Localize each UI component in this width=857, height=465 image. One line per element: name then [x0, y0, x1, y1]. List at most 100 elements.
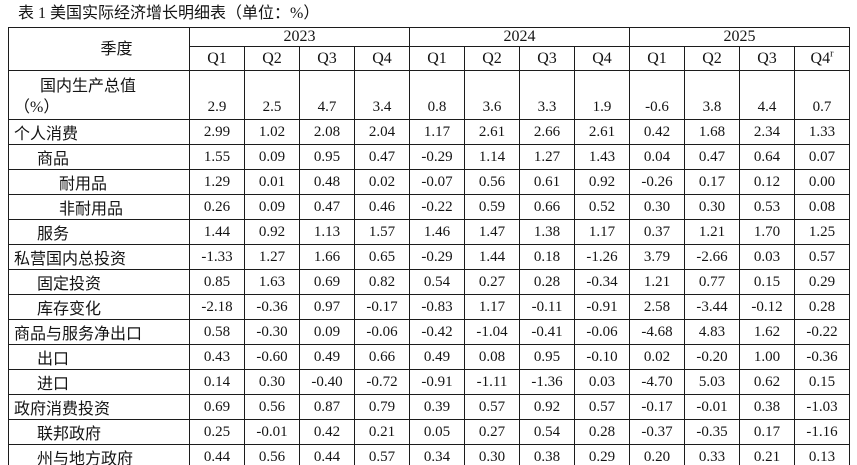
quarter-header: Q1: [409, 46, 465, 71]
value-cell: 0.77: [684, 269, 740, 295]
value-cell: 1.25: [794, 219, 850, 245]
value-cell: 1.27: [519, 144, 575, 170]
row-label: 政府消费投资: [8, 394, 190, 420]
value-cell: 2.04: [354, 119, 410, 145]
value-cell: 1.14: [464, 144, 520, 170]
quarter-header: Q3: [519, 46, 575, 71]
value-cell: 0.62: [739, 369, 795, 395]
value-cell: 0.18: [519, 244, 575, 270]
value-cell: -4.68: [629, 319, 685, 345]
value-cell: -0.11: [519, 294, 575, 320]
value-cell: 0.17: [684, 169, 740, 195]
value-cell: 1.46: [409, 219, 465, 245]
value-cell: 3.6: [464, 70, 520, 120]
value-cell: 0.37: [629, 219, 685, 245]
value-cell: 1.00: [739, 344, 795, 370]
value-cell: 0.02: [354, 169, 410, 195]
value-cell: -0.60: [244, 344, 300, 370]
value-cell: 1.62: [739, 319, 795, 345]
table-row: 国内生产总值 （%） 2.9 2.5 4.7 3.4 0.8 3.6 3.3 1.9 -0.6 3.8…: [8, 70, 850, 120]
value-cell: -0.12: [739, 294, 795, 320]
value-cell: 0.42: [299, 419, 355, 445]
row-label: 进口: [8, 369, 190, 395]
value-cell: 0.42: [629, 119, 685, 145]
value-cell: 1.55: [189, 144, 245, 170]
value-cell: 3.4: [354, 70, 410, 120]
value-cell: 1.57: [354, 219, 410, 245]
value-cell: 4.4: [739, 70, 795, 120]
value-cell: 0.05: [409, 419, 465, 445]
value-cell: -0.35: [684, 419, 740, 445]
value-cell: -0.10: [574, 344, 630, 370]
value-cell: 0.54: [409, 269, 465, 295]
row-label: 联邦政府: [8, 419, 190, 445]
value-cell: 1.63: [244, 269, 300, 295]
value-cell: 0.09: [244, 144, 300, 170]
row-label: 个人消费: [8, 119, 190, 145]
value-cell: 0.57: [794, 244, 850, 270]
quarter-header: Q1: [629, 46, 685, 71]
table-row: 州与地方政府 0.44 0.56 0.44 0.57 0.34 0.30 0.38 0.29 0.…: [8, 444, 850, 465]
value-cell: 0.49: [299, 344, 355, 370]
value-cell: 0.43: [189, 344, 245, 370]
value-cell: 0.03: [574, 369, 630, 395]
value-cell: 2.66: [519, 119, 575, 145]
value-cell: 0.66: [354, 344, 410, 370]
row-label-line: 国内生产总值: [40, 78, 137, 95]
value-cell: 0.69: [189, 394, 245, 420]
value-cell: 1.17: [574, 219, 630, 245]
value-cell: 1.17: [409, 119, 465, 145]
value-cell: 0.38: [519, 444, 575, 465]
value-cell: 0.01: [244, 169, 300, 195]
table-row: 非耐用品 0.26 0.09 0.47 0.46 -0.22 0.59 0.66 0.52 0.3…: [8, 194, 850, 220]
value-cell: -0.40: [299, 369, 355, 395]
table-row: 库存变化 -2.18 -0.36 0.97 -0.17 -0.83 1.17 -0.11 -0.…: [8, 294, 850, 320]
value-cell: -0.41: [519, 319, 575, 345]
row-label: 服务: [8, 219, 190, 245]
quarter-header: Q2: [244, 46, 300, 71]
table-row: 联邦政府 0.25 -0.01 0.42 0.21 0.05 0.27 0.54 0.28 -0.…: [8, 419, 850, 445]
table-row: 商品 1.55 0.09 0.95 0.47 -0.29 1.14 1.27 1.43 0.04 0…: [8, 144, 850, 170]
value-cell: -1.16: [794, 419, 850, 445]
value-cell: -0.22: [409, 194, 465, 220]
value-cell: 0.27: [464, 269, 520, 295]
value-cell: 0.52: [574, 194, 630, 220]
row-label: 国内生产总值 （%）: [8, 70, 190, 120]
year-header-2025: 2025: [629, 27, 850, 47]
value-cell: 1.9: [574, 70, 630, 120]
value-cell: 0.30: [244, 369, 300, 395]
value-cell: -0.20: [684, 344, 740, 370]
value-cell: 1.29: [189, 169, 245, 195]
value-cell: 2.08: [299, 119, 355, 145]
value-cell: 0.07: [794, 144, 850, 170]
value-cell: 0.59: [464, 194, 520, 220]
value-cell: -0.36: [794, 344, 850, 370]
value-cell: 1.47: [464, 219, 520, 245]
quarter-header: Q4r: [794, 46, 850, 71]
value-cell: 0.17: [739, 419, 795, 445]
value-cell: 0.04: [629, 144, 685, 170]
value-cell: -0.6: [629, 70, 685, 120]
row-label: 固定投资: [8, 269, 190, 295]
value-cell: -4.70: [629, 369, 685, 395]
value-cell: 2.61: [464, 119, 520, 145]
value-cell: 0.92: [519, 394, 575, 420]
value-cell: 4.83: [684, 319, 740, 345]
value-cell: 1.66: [299, 244, 355, 270]
value-cell: -1.03: [794, 394, 850, 420]
value-cell: 0.28: [519, 269, 575, 295]
value-cell: 0.20: [629, 444, 685, 465]
value-cell: 0.46: [354, 194, 410, 220]
value-cell: 0.30: [464, 444, 520, 465]
value-cell: 0.57: [574, 394, 630, 420]
value-cell: 0.21: [739, 444, 795, 465]
value-cell: -2.66: [684, 244, 740, 270]
value-cell: -0.26: [629, 169, 685, 195]
value-cell: 0.08: [794, 194, 850, 220]
value-cell: 1.70: [739, 219, 795, 245]
row-label: 库存变化: [8, 294, 190, 320]
value-cell: -0.29: [409, 144, 465, 170]
value-cell: 0.39: [409, 394, 465, 420]
row-label: 州与地方政府: [8, 444, 190, 465]
